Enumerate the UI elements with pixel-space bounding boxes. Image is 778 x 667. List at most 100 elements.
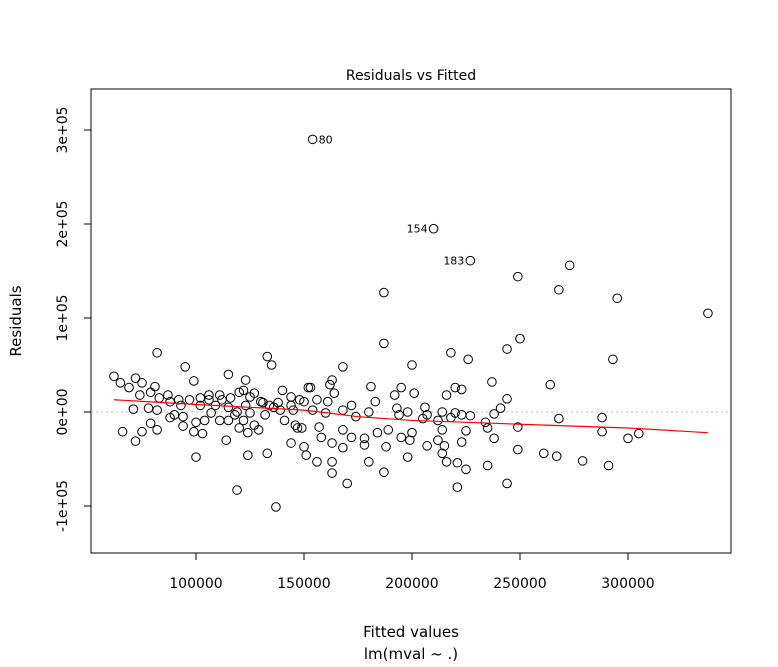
data-point xyxy=(180,362,190,372)
data-point xyxy=(392,403,402,414)
data-point xyxy=(465,255,476,266)
data-point xyxy=(214,390,225,400)
data-point xyxy=(245,408,255,418)
data-point xyxy=(703,308,713,319)
point-labels: 80 154 183 xyxy=(319,133,465,267)
data-point xyxy=(245,392,255,402)
data-point xyxy=(538,448,549,459)
data-point xyxy=(117,426,128,437)
data-point xyxy=(191,452,201,462)
data-point xyxy=(303,382,314,393)
data-point xyxy=(221,435,232,445)
data-point xyxy=(439,441,450,451)
data-point xyxy=(554,284,564,295)
data-point xyxy=(327,375,337,385)
data-point xyxy=(197,428,208,439)
data-point xyxy=(169,410,180,420)
data-point xyxy=(603,460,614,471)
data-point xyxy=(294,394,305,405)
data-point xyxy=(513,444,523,455)
data-point xyxy=(338,362,348,372)
x-tick-label: 300000 xyxy=(601,576,654,592)
x-axis: 100000 150000 200000 250000 300000 xyxy=(169,552,655,592)
data-point xyxy=(405,435,415,445)
data-point xyxy=(433,435,443,445)
point-label: 80 xyxy=(319,133,333,146)
data-point xyxy=(312,457,322,467)
data-point xyxy=(437,425,448,435)
data-point xyxy=(418,413,428,424)
data-point xyxy=(260,410,270,420)
data-point xyxy=(370,396,381,407)
data-point xyxy=(450,382,461,393)
data-point xyxy=(327,438,337,448)
y-tick-label: 3e+05 xyxy=(55,106,71,153)
data-point xyxy=(176,400,186,411)
data-point xyxy=(359,440,370,450)
data-point xyxy=(577,456,588,466)
data-point xyxy=(128,404,139,414)
data-point xyxy=(262,448,273,459)
data-point xyxy=(191,417,201,428)
data-point xyxy=(441,390,452,400)
data-point xyxy=(286,438,296,448)
plot-frame xyxy=(90,88,732,554)
data-point xyxy=(329,388,340,398)
data-point xyxy=(383,425,394,435)
data-point xyxy=(422,441,432,451)
data-point xyxy=(402,452,413,462)
data-point xyxy=(515,333,525,344)
data-point xyxy=(178,411,188,422)
data-point xyxy=(152,347,162,358)
data-point xyxy=(420,402,430,413)
data-point xyxy=(314,422,324,432)
chart-title: Residuals vs Fitted xyxy=(346,68,476,84)
data-point xyxy=(513,271,523,282)
data-point xyxy=(264,400,275,411)
data-point xyxy=(446,347,456,358)
data-point xyxy=(273,397,283,408)
data-point xyxy=(130,373,141,383)
data-point xyxy=(437,407,448,417)
x-tick-label: 100000 xyxy=(169,576,222,592)
y-axis-label: Residuals xyxy=(7,285,25,356)
data-point xyxy=(206,408,216,418)
data-point xyxy=(240,400,251,411)
data-point xyxy=(359,433,370,444)
data-point xyxy=(312,394,322,405)
data-point xyxy=(279,415,290,426)
data-point xyxy=(545,379,556,390)
data-point xyxy=(396,382,407,393)
data-point xyxy=(137,426,147,437)
data-point xyxy=(461,464,471,475)
data-point xyxy=(165,396,175,407)
data-point xyxy=(489,409,499,419)
y-tick-label: 0e+00 xyxy=(55,388,71,435)
data-point xyxy=(327,457,337,467)
data-point xyxy=(482,423,493,433)
data-point xyxy=(223,369,234,380)
data-point xyxy=(437,448,448,459)
data-point xyxy=(502,394,512,404)
data-point xyxy=(379,287,389,298)
point-label: 154 xyxy=(407,223,428,236)
data-point xyxy=(238,385,249,396)
data-point xyxy=(189,376,199,386)
data-point xyxy=(364,407,374,417)
data-point xyxy=(152,405,162,415)
data-point xyxy=(307,405,318,415)
data-point xyxy=(297,423,307,433)
data-point xyxy=(238,415,249,426)
data-point xyxy=(396,432,407,443)
data-point xyxy=(299,396,309,407)
data-point xyxy=(178,421,188,431)
data-point xyxy=(277,385,288,396)
data-point xyxy=(109,371,119,382)
data-point xyxy=(452,457,463,468)
data-point xyxy=(275,405,286,415)
data-point xyxy=(150,381,160,392)
data-point xyxy=(612,293,623,304)
data-point xyxy=(338,442,348,453)
data-point xyxy=(407,427,417,438)
